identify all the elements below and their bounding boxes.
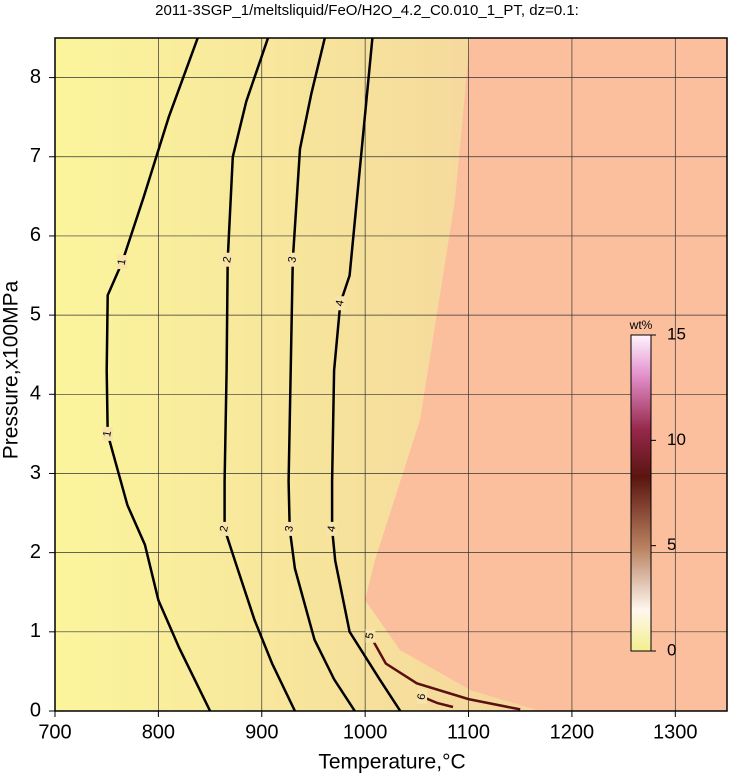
contour-label-bg <box>287 252 298 267</box>
contour-label: 4 <box>326 525 339 533</box>
contour-label: 6 <box>415 693 428 701</box>
y-tick-label: 1 <box>30 620 41 642</box>
colorbar-tick-label: 0 <box>667 640 676 659</box>
x-tick-label: 1200 <box>550 721 595 743</box>
y-axis-label: Pressure,x100MPa <box>0 280 23 459</box>
y-tick-label: 6 <box>30 224 41 246</box>
contour-label-bg <box>219 521 230 536</box>
colorbar-label: wt% <box>629 318 653 332</box>
x-tick-label: 1300 <box>653 721 698 743</box>
y-tick-label: 3 <box>30 462 41 484</box>
contour-label: 3 <box>286 256 299 264</box>
colorbar-tick-label: 10 <box>667 430 686 449</box>
contour-label: 1 <box>116 258 129 266</box>
contour-label: 1 <box>101 430 114 438</box>
y-tick-label: 4 <box>30 383 41 405</box>
contour-label-bg <box>335 296 346 311</box>
contour-label: 5 <box>364 632 377 640</box>
colorbar-tick-label: 15 <box>667 324 686 343</box>
y-tick-label: 2 <box>30 541 41 563</box>
contour-label-bg <box>365 628 376 643</box>
plot-area: 1 1 2 2 3 3 4 4 5 6 <box>55 38 727 711</box>
y-tick-label: 5 <box>30 303 41 325</box>
contour-label-bg <box>284 521 295 536</box>
x-tick-label: 1000 <box>343 721 388 743</box>
contour-label: 4 <box>334 299 347 307</box>
contour-label: 2 <box>218 525 231 533</box>
frame <box>54 37 728 712</box>
colorbar-tick-label: 5 <box>667 535 676 554</box>
contour-label-bg <box>222 252 233 267</box>
x-tick-label: 700 <box>38 721 71 743</box>
x-tick-label: 800 <box>142 721 175 743</box>
contour-label-bg <box>417 689 428 704</box>
contour-line <box>223 38 297 711</box>
y-tick-label: 0 <box>30 699 41 721</box>
x-tick-label: 1100 <box>447 721 490 743</box>
contour-line <box>105 38 212 711</box>
y-tick-label: 7 <box>30 145 41 167</box>
chart-title: 2011-3SGP_1/meltsliquid/FeO/H2O_4.2_C0.0… <box>155 2 579 19</box>
contour-label-bg <box>117 255 128 270</box>
contour-line <box>369 635 521 711</box>
contour-line <box>330 38 402 711</box>
contour-label-bg <box>102 426 113 441</box>
y-tick-label: 8 <box>30 66 41 88</box>
contour-line <box>287 38 356 711</box>
x-tick-label: 900 <box>245 721 278 743</box>
contour-line <box>421 695 454 709</box>
colorbar <box>630 334 652 652</box>
contour-label-bg <box>327 521 338 536</box>
contour-label: 2 <box>221 256 234 264</box>
contour-label: 3 <box>283 525 296 533</box>
x-axis-label: Temperature,°C <box>318 751 465 774</box>
